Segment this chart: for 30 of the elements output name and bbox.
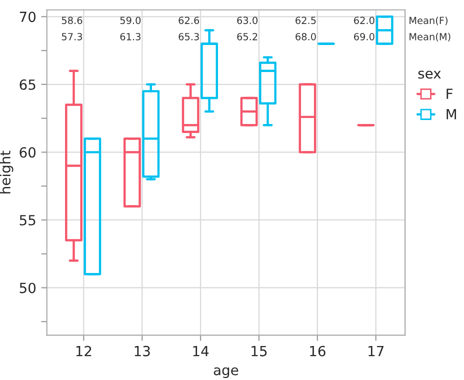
legend-label: M	[446, 109, 456, 120]
annotation: 62.0	[354, 16, 374, 24]
annotation: 59.0	[120, 16, 141, 24]
y-tick-label: 55	[20, 215, 36, 226]
y-tick-label: 65	[20, 79, 36, 90]
text: Mean(M)	[410, 32, 450, 42]
annotation: 62.5	[296, 16, 316, 24]
x-tick-label: 15	[252, 346, 267, 356]
annotation: 65.3	[178, 32, 199, 40]
annotation: 65.2	[237, 32, 258, 40]
x-tick-label: 16	[310, 346, 326, 356]
annotation: 58.6	[62, 16, 82, 24]
annotation: 62.6	[178, 16, 200, 24]
annotation: 63.0	[237, 16, 258, 24]
x-tick-label: 13	[134, 346, 150, 356]
x-tick-label: 14	[193, 346, 209, 356]
y-tick-label: 50	[20, 282, 36, 294]
legend-label: F	[446, 88, 453, 99]
y-tick-label: 60	[20, 147, 36, 158]
x-tick-label: 12	[76, 346, 92, 356]
text: Mean(F)	[410, 16, 448, 26]
annotation: 68.0	[296, 32, 316, 40]
y-tick-label: 70	[20, 12, 36, 22]
legend-title: sex	[418, 70, 441, 79]
y-axis-title: height	[0, 150, 14, 194]
x-tick-label: 17	[368, 346, 384, 356]
annotation: 69.0	[354, 32, 374, 40]
x-axis-title: age	[214, 367, 238, 378]
annotation: 61.3	[120, 32, 140, 40]
annotation: 57.3	[62, 32, 82, 40]
